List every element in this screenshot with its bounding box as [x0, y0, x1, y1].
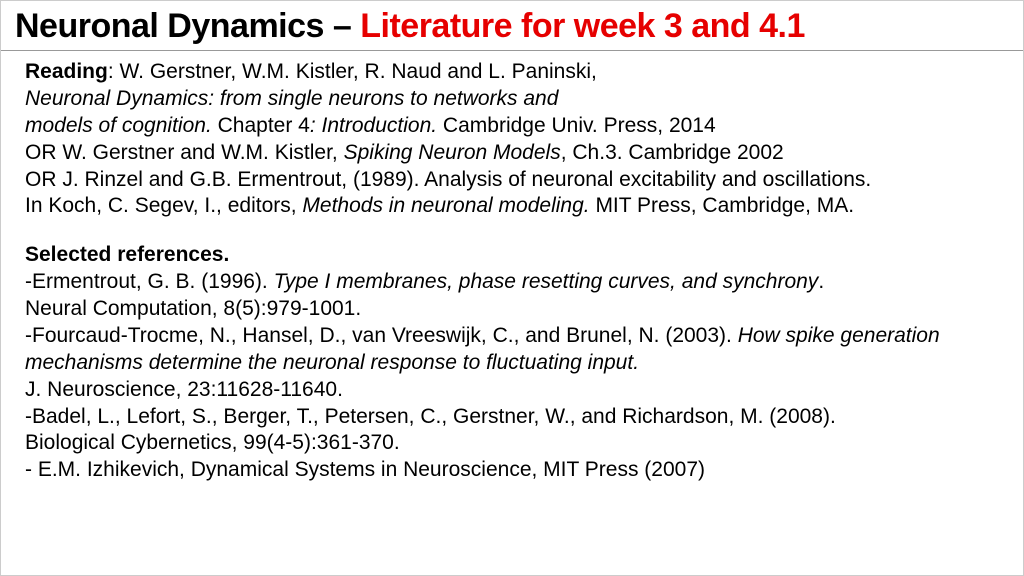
reading-l3-italic-b: : Introduction.	[310, 114, 437, 137]
reading-line-4: OR W. Gerstner and W.M. Kistler, Spiking…	[25, 140, 999, 167]
reading-l6-italic: Methods in neuronal modeling.	[302, 194, 589, 217]
ref-2-line-a: -Fourcaud-Trocme, N., Hansel, D., van Vr…	[25, 323, 999, 377]
ref-2-line-b: J. Neuroscience, 23:11628-11640.	[25, 377, 999, 404]
ref-4: - E.M. Izhikevich, Dynamical Systems in …	[25, 457, 999, 484]
reading-l4-a: OR W. Gerstner and W.M. Kistler,	[25, 141, 344, 164]
reading-line-5: OR J. Rinzel and G.B. Ermentrout, (1989)…	[25, 167, 999, 194]
reading-l3-plain-a: Chapter 4	[218, 114, 310, 137]
reading-l3-italic-a: models of cognition.	[25, 114, 218, 137]
references-block: Selected references. -Ermentrout, G. B. …	[25, 242, 999, 484]
reading-line-3: models of cognition. Chapter 4: Introduc…	[25, 113, 999, 140]
ref-1-line-b: Neural Computation, 8(5):979-1001.	[25, 296, 999, 323]
ref2-a: -Fourcaud-Trocme, N., Hansel, D., van Vr…	[25, 324, 738, 347]
ref1-title: Type I membranes, phase resetting curves…	[274, 270, 819, 293]
reading-l6-b: MIT Press, Cambridge, MA.	[590, 194, 855, 217]
slide-header: Neuronal Dynamics – Literature for week …	[1, 1, 1023, 51]
reading-l4-italic: Spiking Neuron Models	[344, 141, 561, 164]
title-prefix: Neuronal Dynamics –	[15, 7, 360, 45]
ref-3-line-b: Biological Cybernetics, 99(4-5):361-370.	[25, 430, 999, 457]
reading-l6-a: In Koch, C. Segev, I., editors,	[25, 194, 302, 217]
reading-l3-plain-b: Cambridge Univ. Press, 2014	[437, 114, 716, 137]
ref1-b: .	[818, 270, 824, 293]
ref1-a: -Ermentrout, G. B. (1996).	[25, 270, 274, 293]
ref-3-line-a: -Badel, L., Lefort, S., Berger, T., Pete…	[25, 404, 999, 431]
reading-line-2: Neuronal Dynamics: from single neurons t…	[25, 86, 999, 113]
reading-line-6: In Koch, C. Segev, I., editors, Methods …	[25, 193, 999, 220]
reading-block: Reading: W. Gerstner, W.M. Kistler, R. N…	[25, 59, 999, 220]
title-suffix: Literature for week 3 and 4.1	[360, 7, 805, 45]
references-heading: Selected references.	[25, 242, 999, 269]
ref-1-line-a: -Ermentrout, G. B. (1996). Type I membra…	[25, 269, 999, 296]
reading-label: Reading	[25, 60, 108, 83]
slide-title: Neuronal Dynamics – Literature for week …	[15, 7, 1009, 46]
slide-body: Reading: W. Gerstner, W.M. Kistler, R. N…	[1, 51, 1023, 484]
reading-line-1: Reading: W. Gerstner, W.M. Kistler, R. N…	[25, 59, 999, 86]
reading-line1-rest: : W. Gerstner, W.M. Kistler, R. Naud and…	[108, 60, 597, 83]
reading-l4-b: , Ch.3. Cambridge 2002	[561, 141, 784, 164]
